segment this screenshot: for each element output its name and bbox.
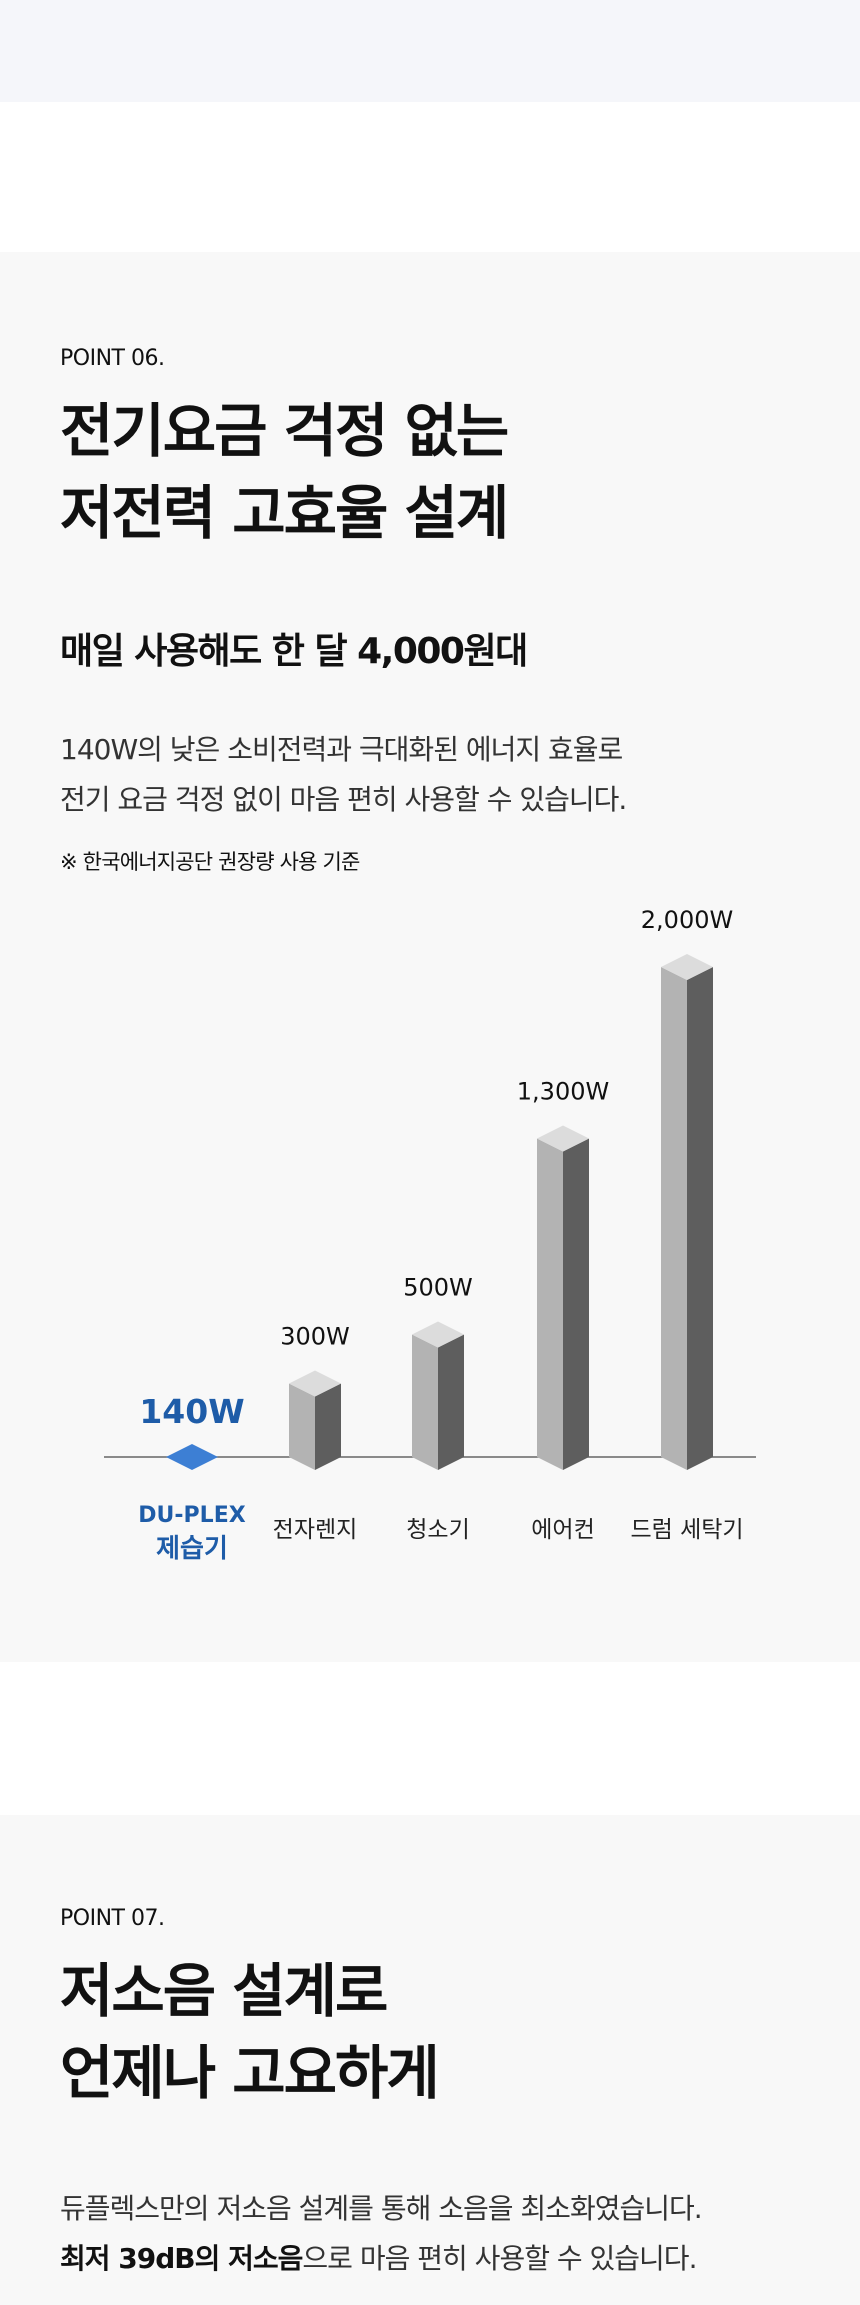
bar-4-front-face — [537, 1138, 563, 1470]
bar-4-top-face — [537, 1125, 589, 1152]
top-band — [0, 0, 860, 102]
point6-headline-line1: 전기요금 걱정 없는 — [60, 397, 509, 465]
bar-5-side-face — [687, 967, 713, 1470]
chart-category-label-1-line1: DU-PLEX — [138, 1503, 245, 1528]
point7-body-highlight: 최저 39dB의 저소음 — [60, 2242, 303, 2275]
bar-2-front-face — [289, 1383, 315, 1470]
point6-note: ※ 한국에너지공단 권장량 사용 기준 — [60, 850, 360, 874]
bar-3-front-face — [412, 1334, 438, 1470]
power-consumption-chart: 140W DU-PLEX 제습기 300W 전자렌지 500W 청소기 1,300W 에어컨 2,… — [104, 906, 756, 1564]
point7-body-line1: 듀플렉스만의 저소음 설계를 통해 소음을 최소화였습니다. — [60, 2192, 703, 2225]
point7-headline: 저소음 설계로 언제나 고요하게 — [60, 1950, 440, 2114]
bar-2-top-face — [289, 1370, 341, 1397]
chart-highlight-diamond — [166, 1444, 218, 1470]
point7-body-rest: 으로 마음 편히 사용할 수 있습니다. — [302, 2242, 697, 2275]
chart-value-label-5: 2,000W — [641, 906, 733, 934]
point7-label: POINT 07. — [60, 1906, 165, 1931]
point7-body-line2: 최저 39dB의 저소음으로 마음 편히 사용할 수 있습니다. — [60, 2234, 702, 2284]
point6-body-line1: 140W의 낮은 소비전력과 극대화된 에너지 효율로 — [60, 733, 623, 766]
chart-value-label-3: 500W — [403, 1274, 473, 1302]
point7-section — [0, 1815, 860, 2305]
bar-5-top-face — [661, 954, 713, 980]
bar-3-top-face — [412, 1321, 464, 1348]
bar-3-side-face — [438, 1334, 464, 1470]
point7-headline-line2: 언제나 고요하게 — [60, 2039, 440, 2107]
chart-category-label-2: 전자렌지 — [273, 1517, 358, 1543]
chart-category-label-5: 드럼 세탁기 — [630, 1517, 743, 1543]
bar-5-front-face — [661, 967, 687, 1470]
point6-body: 140W의 낮은 소비전력과 극대화된 에너지 효율로 전기 요금 걱정 없이 … — [60, 725, 627, 825]
bar-2-side-face — [315, 1383, 341, 1470]
chart-category-label-3: 청소기 — [406, 1517, 469, 1543]
point7-body: 듀플렉스만의 저소음 설계를 통해 소음을 최소화였습니다. 최저 39dB의 … — [60, 2184, 703, 2284]
point6-body-line2: 전기 요금 걱정 없이 마음 편히 사용할 수 있습니다. — [60, 783, 627, 816]
chart-value-label-1: 140W — [139, 1392, 244, 1431]
point6-headline: 전기요금 걱정 없는 저전력 고효율 설계 — [60, 390, 509, 554]
chart-value-label-4: 1,300W — [517, 1078, 609, 1106]
chart-category-label-1-line2: 제습기 — [156, 1534, 228, 1564]
bar-4-side-face — [563, 1138, 589, 1470]
point7-headline-line1: 저소음 설계로 — [60, 1957, 388, 2025]
point6-headline-line2: 저전력 고효율 설계 — [60, 479, 509, 547]
chart-value-label-2: 300W — [280, 1323, 350, 1351]
point6-subheadline: 매일 사용해도 한 달 4,000원대 — [60, 631, 528, 672]
chart-category-label-4: 에어컨 — [531, 1517, 594, 1543]
point6-label: POINT 06. — [60, 346, 165, 371]
